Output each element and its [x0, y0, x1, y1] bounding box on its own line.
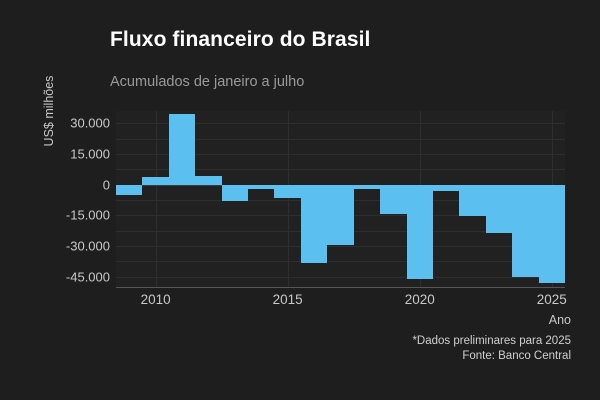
- gridline-horizontal: [116, 276, 565, 278]
- gridline-horizontal: [116, 138, 565, 140]
- gridline-horizontal: [116, 169, 565, 171]
- footnote-preliminary: *Dados preliminares para 2025: [412, 335, 571, 347]
- x-axis-label: Ano: [548, 313, 571, 327]
- y-axis-tick-label: -30.000: [65, 238, 110, 254]
- bar: [168, 113, 196, 185]
- bar: [538, 184, 565, 283]
- bar: [221, 184, 249, 201]
- bar: [512, 184, 539, 277]
- bar: [142, 176, 169, 185]
- bar: [406, 184, 433, 279]
- bar: [195, 176, 222, 185]
- bar: [380, 184, 407, 215]
- chart-footnotes: *Dados preliminares para 2025 Fonte: Ban…: [0, 334, 571, 364]
- y-axis-tick-label: 0: [102, 177, 110, 193]
- gridline-horizontal: [116, 261, 565, 263]
- x-axis-tick-label: 2025: [536, 292, 567, 307]
- x-axis-ticks: 2010 2015 2020 2025: [116, 292, 567, 312]
- gridline-vertical: [287, 111, 289, 287]
- bar: [248, 184, 275, 190]
- bar: [327, 184, 354, 246]
- gridline-horizontal: [116, 153, 565, 155]
- y-axis-tick-label: 15.000: [70, 146, 110, 162]
- y-axis-tick-label: 30.000: [70, 115, 110, 131]
- y-axis-tick-label: -15.000: [65, 207, 110, 223]
- chart-title: Fluxo financeiro do Brasil: [110, 28, 371, 51]
- bar: [116, 184, 143, 196]
- y-axis-ticks: 30.000 15.000 0 -15.000 -30.000 -45.000: [28, 111, 110, 287]
- gridline-horizontal: [116, 123, 565, 125]
- x-axis-tick-label: 2015: [272, 292, 303, 307]
- bar: [274, 184, 301, 198]
- x-axis-tick-label: 2010: [140, 292, 171, 307]
- gridline-vertical: [155, 111, 157, 287]
- bar: [459, 184, 486, 217]
- footnote-source: Fonte: Banco Central: [462, 350, 571, 362]
- bar: [485, 184, 513, 233]
- bar: [353, 184, 381, 189]
- bar: [300, 184, 328, 264]
- y-axis-tick-label: -45.000: [65, 269, 110, 285]
- plot-area: [116, 111, 565, 288]
- x-axis-tick-label: 2020: [404, 292, 435, 307]
- gridline-horizontal: [116, 246, 565, 248]
- bar: [432, 184, 460, 191]
- chart-subtitle: Acumulados de janeiro a julho: [110, 74, 305, 90]
- x-axis-line: [116, 287, 565, 288]
